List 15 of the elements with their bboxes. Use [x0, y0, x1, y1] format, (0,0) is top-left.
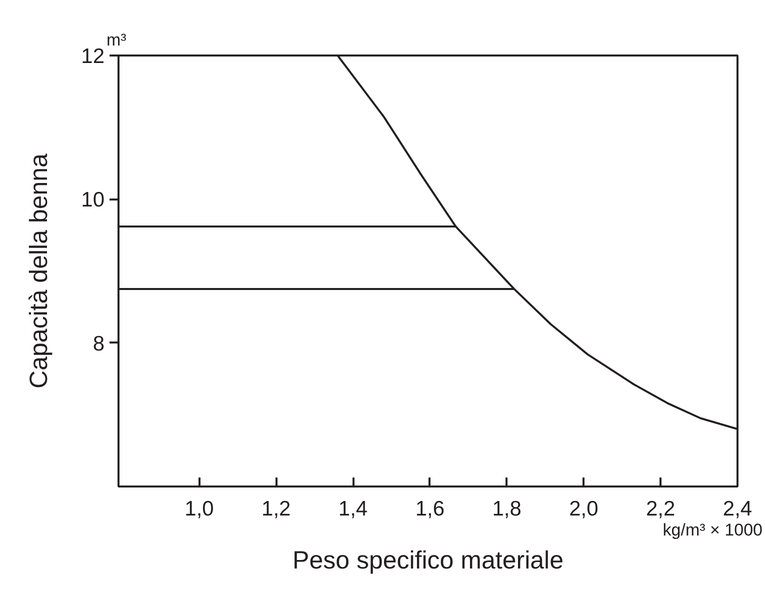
x-tick-label: 1,6 [415, 498, 445, 520]
y-tick-label: 12 [81, 45, 104, 68]
x-tick-label: 2,2 [646, 498, 676, 520]
x-tick-label: 1,4 [338, 498, 368, 520]
y-tick-label: 8 [92, 332, 105, 356]
text: kg/m³ × 1000 [662, 520, 763, 540]
x-tick-label: 2,0 [569, 498, 598, 520]
x-tick-label: 1,8 [492, 498, 522, 520]
y-tick-label: 10 [81, 188, 104, 212]
y-axis-title: Capacità della benna [25, 153, 54, 388]
x-tick-label: 2,4 [722, 498, 752, 520]
x-axis-title: Peso specifico materiale [292, 546, 564, 574]
x-tick-label: 1,0 [184, 498, 214, 520]
text: m³ [106, 30, 127, 50]
x-tick-label: 1,2 [262, 498, 291, 520]
